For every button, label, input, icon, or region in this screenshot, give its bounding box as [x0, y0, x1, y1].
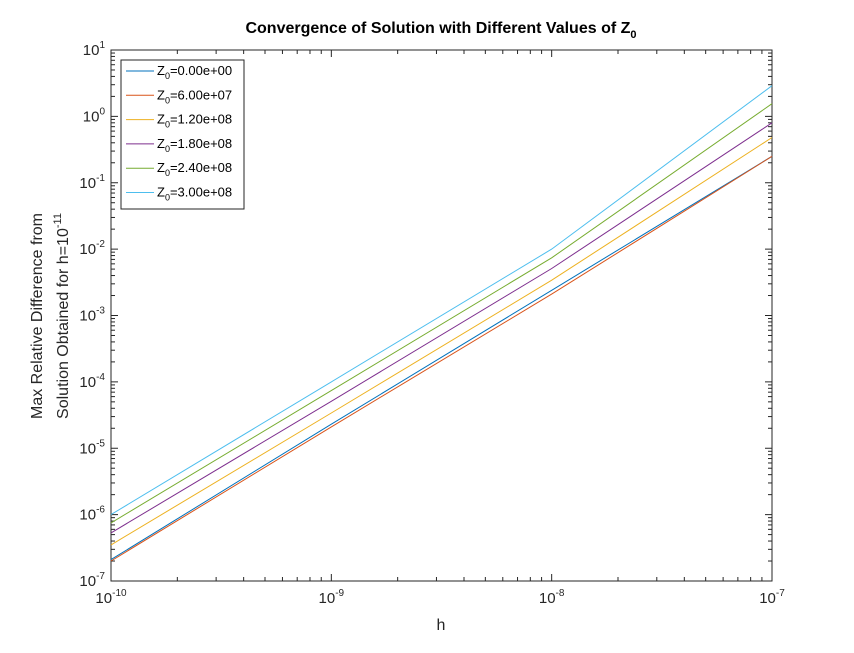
legend-item: Z0=0.00e+00	[126, 63, 232, 81]
legend-label: Z0=1.20e+08	[157, 112, 232, 130]
y-tick-label-exponent: -7	[96, 571, 105, 582]
chart-title: Convergence of Solution with Different V…	[245, 20, 636, 41]
y-tick-label: 10-6	[79, 505, 105, 524]
y-axis-label-line2-superscript: -11	[52, 213, 64, 228]
y-tick-label: 10-5	[79, 438, 105, 457]
y-tick-label: 100	[83, 106, 106, 125]
legend-label: Z0=0.00e+00	[157, 63, 232, 81]
y-axis-label-line2: Solution Obtained for h=10-11	[52, 213, 72, 419]
x-tick-label: 10-10	[95, 588, 127, 607]
legend-box	[120, 59, 245, 210]
legend-item: Z0=3.00e+08	[126, 185, 232, 203]
y-tick-label-exponent: -3	[96, 306, 105, 317]
y-tick-label-exponent: -2	[96, 239, 105, 250]
y-axis-label: Max Relative Difference from Solution Ob…	[29, 213, 72, 419]
y-tick-label-base: 10	[79, 308, 96, 325]
legend-label-main: Z	[157, 87, 165, 102]
series-line-4	[110, 103, 773, 524]
y-tick-label-exponent: -6	[96, 505, 105, 516]
chart-title-main: Convergence of Solution with Different V…	[245, 20, 630, 37]
series-line-0	[110, 155, 773, 561]
legend-item: Z0=2.40e+08	[126, 160, 232, 178]
legend-label-value: =2.40e+08	[170, 160, 232, 175]
legend-label-value: =6.00e+07	[170, 87, 232, 102]
legend-label-value: =3.00e+08	[170, 185, 232, 200]
legend-label: Z0=2.40e+08	[157, 160, 232, 178]
y-tick-label-exponent: -4	[96, 372, 105, 383]
legend-label-value: =1.20e+08	[170, 112, 232, 127]
series-line-3	[110, 122, 773, 534]
legend-label-main: Z	[157, 160, 165, 175]
legend-label-main: Z	[157, 185, 165, 200]
legend-item: Z0=6.00e+07	[126, 87, 232, 105]
y-tick-label-base: 10	[79, 573, 96, 590]
y-axis-label-line1: Max Relative Difference from	[29, 213, 46, 419]
y-tick-label: 101	[83, 40, 106, 59]
y-tick-label-base: 10	[79, 374, 96, 391]
x-tick-label-exponent: -9	[335, 588, 344, 599]
y-tick-label: 10-7	[79, 571, 105, 590]
legend-label-value: =0.00e+00	[170, 63, 232, 78]
y-tick-label-exponent: -1	[96, 173, 105, 184]
y-tick-label: 10-1	[79, 173, 105, 192]
y-axis-label-line2-main: Solution Obtained for h=10	[55, 228, 72, 419]
legend-item: Z0=1.20e+08	[126, 112, 232, 130]
x-axis-label: h	[437, 617, 446, 634]
x-tick-label-exponent: -10	[112, 588, 127, 599]
x-tick-label-base: 10	[95, 590, 112, 607]
legend-label-subscript: 0	[165, 168, 170, 178]
series-line-5	[110, 85, 773, 516]
y-tick-label-base: 10	[79, 241, 96, 258]
x-tick-label-exponent: -7	[776, 588, 785, 599]
legend-label: Z0=1.80e+08	[157, 136, 232, 154]
legend-item: Z0=1.80e+08	[126, 136, 232, 154]
y-tick-label: 10-4	[79, 372, 105, 391]
y-tick-label: 10-3	[79, 306, 105, 325]
x-tick-label: 10-9	[319, 588, 345, 607]
chart-title-subscript: 0	[630, 29, 636, 41]
y-tick-label-exponent: 0	[99, 106, 105, 117]
x-tick-label-base: 10	[319, 590, 336, 607]
legend-label-main: Z	[157, 63, 165, 78]
y-tick-label-base: 10	[79, 507, 96, 524]
legend-label-subscript: 0	[165, 193, 170, 203]
legend-label-main: Z	[157, 112, 165, 127]
legend-label-subscript: 0	[165, 120, 170, 130]
legend-label: Z0=3.00e+08	[157, 185, 232, 203]
x-tick-label-base: 10	[539, 590, 556, 607]
series-line-2	[110, 137, 773, 546]
legend-label-subscript: 0	[165, 71, 170, 81]
y-tick-label-exponent: -5	[96, 438, 105, 449]
data-series	[110, 85, 773, 562]
x-tick-label: 10-7	[759, 588, 785, 607]
x-tick-label: 10-8	[539, 588, 565, 607]
y-tick-label-base: 10	[83, 108, 100, 125]
legend-label: Z0=6.00e+07	[157, 87, 232, 105]
legend-label-subscript: 0	[165, 144, 170, 154]
legend-label-main: Z	[157, 136, 165, 151]
x-axis: 10-10 10-9 10-8 10-7	[95, 50, 785, 607]
series-line-1	[110, 155, 773, 562]
x-tick-label-base: 10	[759, 590, 776, 607]
y-tick-label-base: 10	[83, 42, 100, 59]
x-tick-label-exponent: -8	[556, 588, 565, 599]
y-tick-label: 10-2	[79, 239, 105, 258]
y-tick-label-exponent: 1	[99, 40, 105, 51]
legend-label-value: =1.80e+08	[170, 136, 232, 151]
legend-label-subscript: 0	[165, 95, 170, 105]
legend: Z0=0.00e+00Z0=6.00e+07Z0=1.20e+08Z0=1.80…	[120, 59, 245, 210]
y-tick-label-base: 10	[79, 175, 96, 192]
y-tick-label-base: 10	[79, 440, 96, 457]
